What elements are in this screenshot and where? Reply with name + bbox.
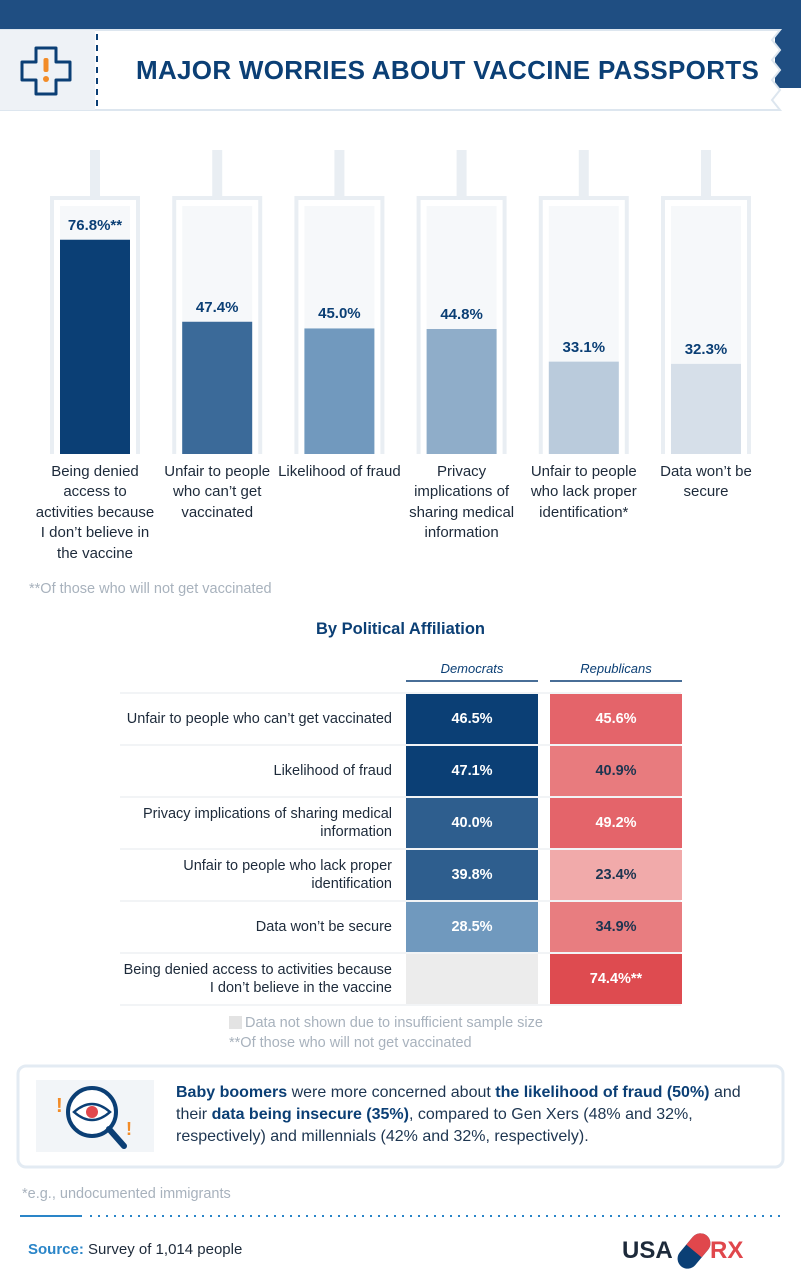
callout-segment: and their (176, 1084, 741, 1123)
syringe-plunger (701, 150, 711, 198)
table-cell (406, 850, 538, 900)
syringe-barrel (294, 196, 385, 454)
header-title: MAJOR WORRIES ABOUT VACCINE PASSPORTS (136, 55, 760, 85)
logo-right: RX (710, 1237, 744, 1264)
bar (304, 328, 375, 454)
callout-segment: were more concerned about (287, 1084, 496, 1101)
syringe-plunger (212, 150, 223, 198)
cell-value: 49.2% (595, 815, 637, 831)
source: Source: Survey of 1,014 people (28, 1241, 242, 1258)
cell-value: 46.5% (451, 711, 493, 727)
bar-value-label: 32.3% (684, 340, 728, 358)
category-label: Unfair to people who can’t get vaccinate… (164, 463, 271, 521)
row-label: Unfair to people who can’t get vaccinate… (126, 711, 392, 727)
row-label: Unfair to people who lack proper identif… (183, 858, 392, 892)
cell-value: 40.0% (451, 815, 493, 831)
table-cell (406, 954, 538, 1004)
row-label: Privacy implications of sharing medical … (142, 806, 392, 840)
bar (548, 361, 619, 454)
category-label: Unfair to people who lack proper identif… (530, 463, 637, 521)
bar-value-label: 33.1% (562, 338, 606, 356)
cell-value: 28.5% (451, 919, 493, 935)
bar (671, 363, 741, 454)
source-label: Source: (28, 1241, 84, 1258)
table-cell (550, 746, 682, 796)
syringe-plunger (578, 150, 589, 198)
cell-value: 34.9% (595, 919, 637, 935)
syringe-plunger (90, 150, 100, 198)
alert-icon: ! (56, 1095, 63, 1117)
table-cell (550, 850, 682, 900)
cell-value: 23.4% (595, 867, 637, 883)
cross-icon (20, 46, 72, 96)
syringe-barrel (661, 196, 751, 454)
callout-box (16, 1064, 785, 1169)
footnote: *e.g., undocumented immigrants (22, 1186, 231, 1202)
syringe-barrel (50, 196, 140, 454)
cell-value: 39.8% (451, 867, 493, 883)
magnifier-icon (106, 1126, 127, 1149)
category-label: Data won’t be secure (660, 463, 752, 501)
table-note: Data not shown due to insufficient sampl… (245, 1015, 543, 1031)
syringe-plunger (334, 150, 345, 198)
chart-note: **Of those who will not get vaccinated (29, 581, 272, 597)
table-note: **Of those who will not get vaccinated (229, 1035, 472, 1051)
cell-value: 45.6% (595, 711, 637, 727)
legend-swatch (229, 1016, 242, 1029)
callout-segment: Baby boomers (176, 1084, 288, 1101)
pill-icon (677, 1233, 711, 1269)
syringe-barrel (538, 196, 629, 454)
eye-icon (86, 1106, 98, 1118)
callout-segment: , compared to Gen Xers (48% and 32%, res… (176, 1106, 693, 1145)
header-box (0, 29, 783, 111)
map-band (775, 30, 801, 88)
bar-value-label: 44.8% (440, 306, 483, 323)
alert-icon (43, 58, 49, 72)
category-label: Being denied access to activities becaus… (35, 463, 155, 562)
table-cell (550, 902, 682, 952)
table-cell (406, 902, 538, 952)
table-cell (550, 954, 682, 1004)
row-label: Being denied access to activities becaus… (123, 962, 392, 996)
syringe-barrel (172, 196, 263, 454)
table-cell (406, 694, 538, 744)
row-label: Data won’t be secure (255, 919, 392, 935)
alert-icon: ! (126, 1119, 132, 1139)
table-cell (550, 694, 682, 744)
cell-value: 40.9% (595, 763, 637, 779)
source-text: Survey of 1,014 people (83, 1241, 243, 1258)
bar-value-label: 47.4% (195, 298, 239, 316)
category-label: Likelihood of fraud (278, 463, 401, 480)
bar-value-label: 45.0% (318, 305, 361, 323)
bar (60, 239, 130, 454)
callout-text: Baby boomers were more concerned about t… (176, 1082, 776, 1148)
column-header: Democrats (440, 661, 504, 676)
bar (182, 321, 253, 454)
row-label: Likelihood of fraud (273, 763, 393, 779)
alert-icon (43, 76, 49, 82)
category-label: Privacy implications of sharing medical … (409, 463, 515, 542)
bar-value-label: 76.8%** (67, 216, 123, 234)
callout-segment: data being insecure (35%) (211, 1106, 409, 1123)
cell-value: 47.1% (451, 763, 493, 779)
syringe-plunger (456, 150, 467, 198)
column-header: Republicans (580, 661, 652, 676)
map-band (0, 0, 801, 30)
callout-segment: the likelihood of fraud (50%) (495, 1084, 710, 1101)
syringe-barrel (416, 196, 507, 454)
eye-icon (72, 1102, 112, 1122)
bar (426, 329, 497, 454)
cell-value: 74.4%** (589, 971, 643, 987)
table-title: By Political Affiliation (316, 620, 485, 638)
table-cell (550, 798, 682, 848)
table-cell (406, 798, 538, 848)
table-cell (406, 746, 538, 796)
logo-left: USA (622, 1237, 673, 1264)
